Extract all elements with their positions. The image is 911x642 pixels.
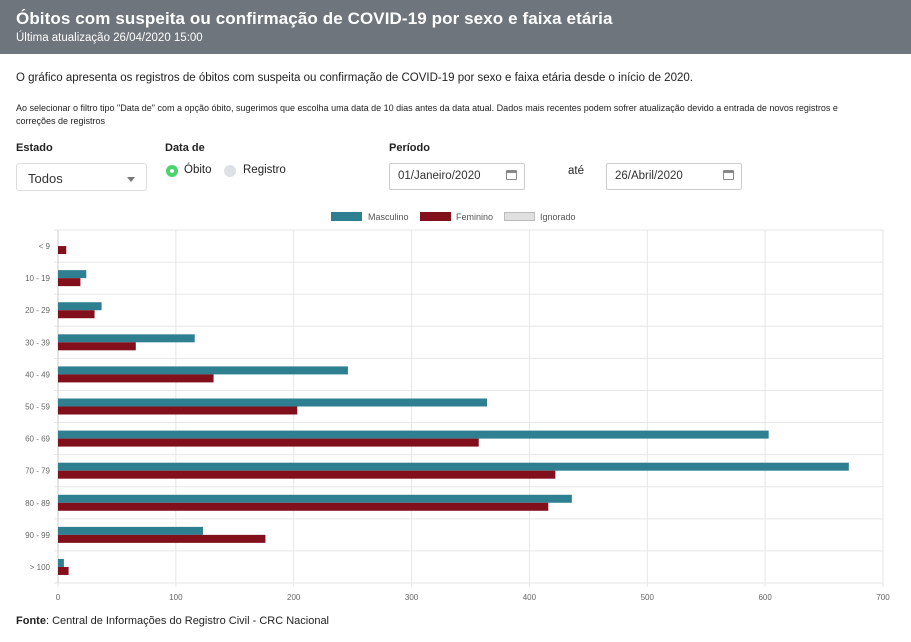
legend-label-feminino[interactable]: Feminino — [456, 212, 494, 222]
bar-feminino — [58, 438, 479, 447]
source-label: Fonte — [16, 615, 46, 627]
bar-masculino — [58, 334, 195, 343]
periodo-label: Período — [389, 142, 430, 154]
bar-masculino — [58, 462, 849, 471]
bar-masculino — [58, 366, 348, 375]
bar-feminino — [58, 278, 81, 287]
x-tick-label: 600 — [758, 593, 772, 602]
bar-feminino — [58, 246, 67, 255]
y-tick-label: 80 - 89 — [25, 499, 50, 508]
page-header: Óbitos com suspeita ou confirmação de CO… — [0, 0, 911, 54]
x-tick-label: 400 — [523, 593, 537, 602]
chart-description: O gráfico apresenta os registros de óbit… — [16, 72, 693, 84]
source-text: : Central de Informações do Registro Civ… — [45, 615, 330, 627]
bar-feminino — [58, 310, 95, 319]
x-tick-label: 700 — [876, 593, 890, 602]
y-tick-label: 20 - 29 — [25, 306, 50, 315]
chevron-down-icon — [127, 177, 135, 182]
legend-swatch-masculino[interactable] — [331, 212, 362, 221]
bar-masculino — [58, 270, 87, 279]
y-tick-label: 90 - 99 — [25, 531, 50, 540]
start-date-input[interactable]: 01/Janeiro/2020 — [389, 163, 525, 190]
periodo-separator: até — [568, 165, 584, 177]
end-date-input[interactable]: 26/Abril/2020 — [606, 163, 742, 190]
bar-feminino — [58, 566, 69, 575]
bar-masculino — [58, 302, 102, 311]
x-tick-label: 300 — [405, 593, 419, 602]
y-tick-label: 10 - 19 — [25, 274, 50, 283]
bar-feminino — [58, 502, 549, 511]
bar-feminino — [58, 342, 136, 351]
end-date-value: 26/Abril/2020 — [615, 170, 683, 182]
x-tick-label: 100 — [169, 593, 183, 602]
start-date-value: 01/Janeiro/2020 — [398, 170, 481, 182]
y-tick-label: 60 - 69 — [25, 435, 50, 444]
x-tick-label: 0 — [56, 593, 61, 602]
bar-masculino — [58, 558, 64, 567]
radio-obito-label[interactable]: Óbito — [184, 164, 212, 176]
last-update-text: Última atualização 26/04/2020 15:00 — [16, 32, 203, 44]
estado-label: Estado — [16, 142, 53, 154]
source-footer: Fonte: Central de Informações do Registr… — [16, 615, 329, 627]
bar-masculino — [58, 494, 572, 503]
legend-swatch-feminino[interactable] — [420, 212, 451, 221]
data-de-label: Data de — [165, 142, 205, 154]
filter-note: Ao selecionar o filtro tipo "Data de" co… — [16, 103, 838, 126]
legend-label-ignorado[interactable]: Ignorado — [540, 212, 576, 222]
bar-feminino — [58, 374, 214, 383]
y-tick-label: > 100 — [30, 563, 51, 572]
x-tick-label: 200 — [287, 593, 301, 602]
y-tick-label: 30 - 39 — [25, 338, 50, 347]
radio-obito[interactable] — [166, 165, 178, 177]
bar-chart: 0 100 200 300 400 500 600 700 < 9 10 - 19 20 - 29 3… — [25, 229, 890, 602]
legend-swatch-ignorado[interactable] — [504, 212, 535, 221]
radio-registro[interactable] — [224, 165, 236, 177]
y-tick-label: 70 - 79 — [25, 467, 50, 476]
radio-registro-label[interactable]: Registro — [243, 164, 286, 176]
calendar-icon[interactable] — [723, 170, 734, 180]
y-tick-label: < 9 — [39, 242, 51, 251]
bar-feminino — [58, 534, 266, 543]
y-tick-label: 50 - 59 — [25, 403, 50, 412]
bar-feminino — [58, 406, 298, 415]
page-title: Óbitos com suspeita ou confirmação de CO… — [16, 9, 613, 28]
bar-masculino — [58, 398, 487, 407]
legend-label-masculino[interactable]: Masculino — [368, 212, 409, 222]
bar-masculino — [58, 526, 203, 535]
calendar-icon[interactable] — [506, 170, 517, 180]
y-tick-label: 40 - 49 — [25, 370, 50, 379]
bar-feminino — [58, 470, 556, 479]
estado-select[interactable]: Todos — [16, 163, 147, 191]
x-tick-label: 500 — [641, 593, 655, 602]
bar-masculino — [58, 430, 769, 439]
estado-select-value: Todos — [28, 171, 63, 186]
